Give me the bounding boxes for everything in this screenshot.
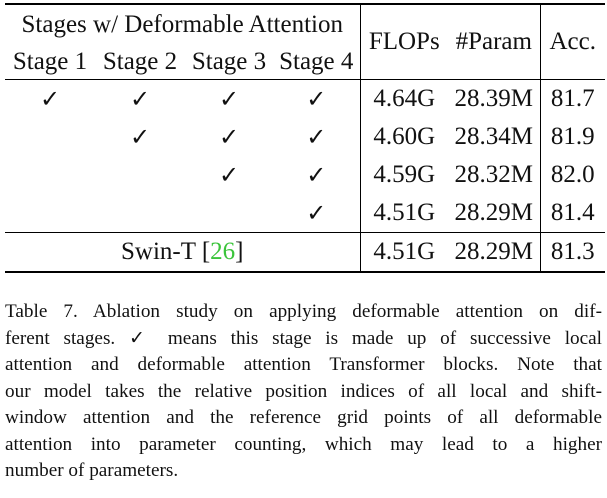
- baseline-name-cell: Swin-T [26]: [5, 232, 361, 273]
- stage-3-cell: [185, 194, 273, 233]
- flops-cell: 4.59G: [373, 161, 436, 188]
- checkmark-icon: ✓: [306, 198, 327, 227]
- col-header-flops: FLOPs: [360, 3, 448, 80]
- stage-2-cell: [95, 156, 185, 194]
- stage-1-cell: [5, 118, 95, 156]
- stage-2-cell: ✓: [95, 79, 185, 118]
- acc-cell: 81.7: [540, 79, 605, 118]
- header-row-2: Stage 1 Stage 2 Stage 3 Stage 4: [5, 45, 605, 80]
- flops-cell: 4.64G: [360, 79, 448, 118]
- caption-line: ferent stages. ✓ means this stage is mad…: [5, 327, 602, 349]
- table-body: ✓ ✓ ✓ ✓ 4.64G 28.39M 81.7 ✓ ✓ ✓ 4.60G 28.34M 81.9 ✓ ✓ 4…: [5, 79, 605, 233]
- checkmark-icon: ✓: [218, 84, 240, 113]
- baseline-name: Swin-T: [121, 238, 196, 265]
- checkmark-icon: ✓: [306, 122, 327, 151]
- stage-4-cell: ✓: [273, 118, 361, 156]
- col-header-stage-2: Stage 2: [102, 48, 178, 75]
- stage-3-cell: ✓: [185, 118, 273, 156]
- stage-4-cell: ✓: [273, 79, 361, 118]
- header-row-1: Stages w/ Deformable Attention FLOPs #Pa…: [5, 3, 605, 80]
- stage-4-cell: ✓: [273, 156, 361, 194]
- table-row: ✓ ✓ ✓ 4.60G 28.34M 81.9: [5, 118, 605, 156]
- checkmark-icon: ✓: [129, 122, 151, 151]
- caption-line: number of parameters.: [5, 460, 179, 481]
- col-header-params: #Param: [448, 3, 541, 80]
- ref-open: [: [201, 238, 211, 265]
- stage-4-cell: ✓: [273, 194, 361, 233]
- stage-1-cell: ✓: [5, 79, 95, 118]
- table-caption: Table 7. Ablation study on applying defo…: [5, 299, 602, 485]
- ref-close: ]: [235, 238, 244, 265]
- checkmark-icon: ✓: [129, 84, 151, 113]
- baseline-params: 28.29M: [448, 232, 541, 273]
- acc-cell: 81.4: [550, 199, 595, 226]
- baseline-citation[interactable]: 26: [210, 238, 236, 265]
- baseline-row: Swin-T [26] 4.51G 28.29M 81.3: [5, 232, 605, 273]
- acc-cell: 81.9: [550, 123, 595, 150]
- col-header-acc: Acc.: [540, 3, 605, 80]
- caption-line: Table 7. Ablation study on applying defo…: [5, 301, 602, 322]
- flops-cell: 4.60G: [373, 123, 436, 150]
- stage-2-cell: ✓: [95, 118, 185, 156]
- col-header-stage-1: Stage 1: [12, 48, 88, 75]
- stage-2-cell: [95, 194, 185, 233]
- table-row: ✓ ✓ ✓ ✓ 4.64G 28.39M 81.7: [5, 79, 605, 118]
- stage-3-cell: ✓: [185, 79, 273, 118]
- checkmark-icon: ✓: [306, 160, 327, 189]
- caption-line: attention and deformable attention Trans…: [5, 354, 602, 375]
- params-cell: 28.32M: [448, 156, 541, 194]
- checkmark-icon: ✓: [218, 160, 240, 189]
- acc-cell: 82.0: [550, 161, 595, 188]
- table-row: ✓ ✓ 4.59G 28.32M 82.0: [5, 156, 605, 194]
- checkmark-icon: ✓: [306, 84, 327, 113]
- stage-1-cell: [5, 194, 95, 233]
- checkmark-icon: ✓: [39, 84, 61, 113]
- params-cell: 28.29M: [448, 194, 541, 233]
- baseline-acc: 81.3: [540, 232, 605, 273]
- flops-cell: 4.51G: [373, 199, 436, 226]
- checkmark-icon: ✓: [218, 122, 240, 151]
- caption-line: window attention and the reference grid …: [5, 407, 602, 428]
- col-header-stage-4: Stage 4: [273, 45, 361, 80]
- params-cell: 28.39M: [448, 79, 541, 118]
- baseline-flops: 4.51G: [360, 232, 448, 273]
- caption-line: our model takes the relative position in…: [5, 380, 602, 402]
- stage-1-cell: [5, 156, 95, 194]
- col-header-stage-3: Stage 3: [191, 48, 267, 75]
- group-header: Stages w/ Deformable Attention: [5, 3, 361, 45]
- ablation-table: Stages w/ Deformable Attention FLOPs #Pa…: [5, 3, 605, 273]
- params-cell: 28.34M: [448, 118, 541, 156]
- table-row: ✓ 4.51G 28.29M 81.4: [5, 194, 605, 233]
- caption-line: attention into parameter counting, which…: [5, 433, 602, 455]
- stage-3-cell: ✓: [185, 156, 273, 194]
